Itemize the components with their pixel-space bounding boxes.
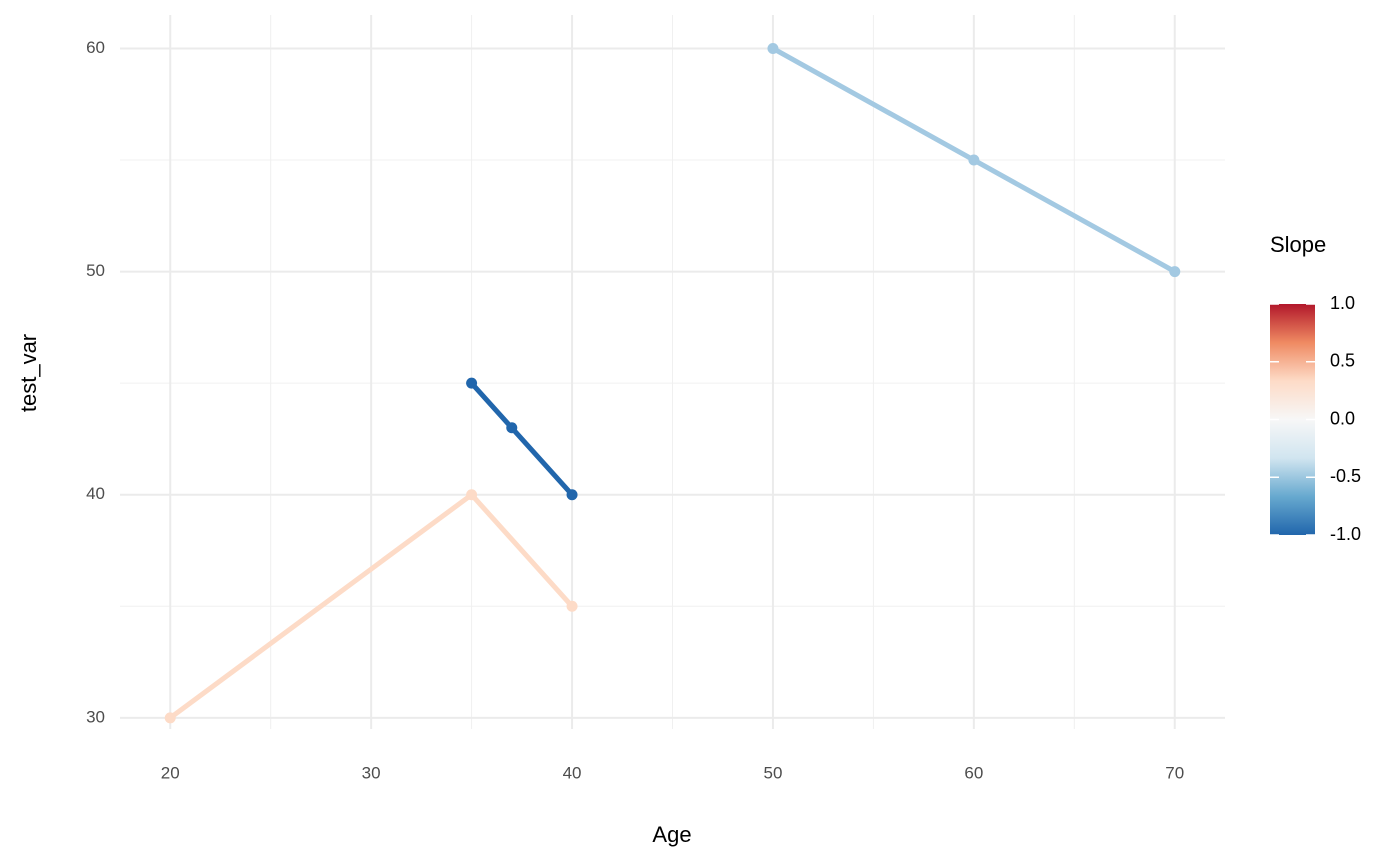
x-axis-title: Age [652, 822, 691, 847]
point [466, 377, 478, 389]
x-tick-label: 20 [161, 763, 180, 782]
point [767, 42, 779, 54]
legend-title: Slope [1270, 232, 1326, 257]
y-tick-label: 50 [86, 261, 105, 280]
x-tick-label: 50 [763, 763, 782, 782]
point [968, 154, 980, 166]
point [566, 600, 578, 612]
legend-label: -0.5 [1330, 466, 1361, 486]
legend-label: 0.0 [1330, 408, 1355, 428]
point [566, 489, 578, 501]
y-axis-title: test_var [16, 334, 41, 412]
legend-label: -1.0 [1330, 524, 1361, 544]
y-tick-label: 30 [86, 707, 105, 726]
x-tick-label: 70 [1165, 763, 1184, 782]
legend-label: 0.5 [1330, 351, 1355, 371]
x-tick-label: 30 [362, 763, 381, 782]
point [1169, 266, 1181, 278]
line [469, 380, 575, 498]
y-tick-label: 40 [86, 484, 105, 503]
point [466, 489, 478, 501]
point [506, 422, 518, 434]
legend-label: 1.0 [1330, 293, 1355, 313]
x-tick-label: 60 [964, 763, 983, 782]
y-tick-label: 60 [86, 38, 105, 57]
x-tick-label: 40 [563, 763, 582, 782]
point [164, 712, 176, 724]
